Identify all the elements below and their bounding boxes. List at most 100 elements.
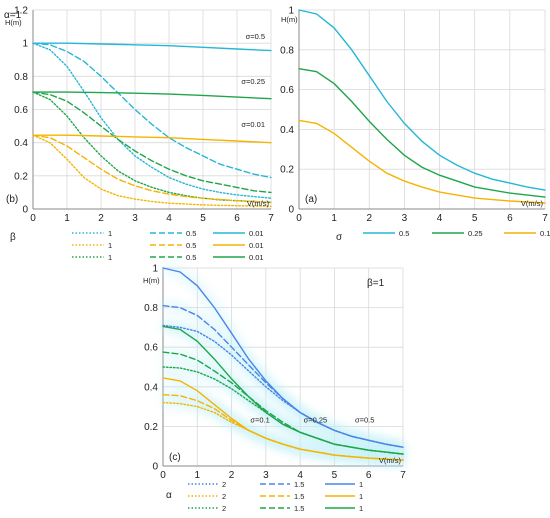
legend-entry-label: 0.1 [540, 229, 550, 238]
series-line-solid [298, 9, 546, 191]
panel-label: (c) [169, 452, 181, 463]
y-tick-label: 1 [152, 264, 158, 275]
x-tick-label: 7 [400, 470, 406, 481]
legend-entry-label: 0.25 [468, 229, 483, 238]
y-tick-label: 0.8 [144, 303, 158, 314]
y-tick-label: 0.6 [280, 85, 294, 96]
y-tick-label: 1 [22, 39, 28, 50]
y-tick-label: 0.2 [144, 422, 158, 433]
y-tick-label: 0.2 [14, 171, 28, 182]
panel-label: (a) [305, 194, 317, 205]
legend-entry-label: 0.5 [186, 229, 196, 238]
series-line-dashed [32, 134, 272, 204]
y-tick-label: 0.6 [144, 343, 158, 354]
legend-entry-label: 0.01 [249, 229, 264, 238]
panel-label: (b) [6, 194, 18, 205]
series-line-dashed [162, 351, 404, 455]
annotation-label: σ=0.5 [355, 415, 374, 424]
x-tick-label: 6 [507, 213, 513, 224]
annotation-label: σ=0.01 [241, 120, 265, 129]
y-axis-label: H(m) [5, 18, 22, 27]
y-tick-label: 0.2 [280, 165, 294, 176]
series-line-dotted [32, 42, 272, 199]
legend-entry-label: 1 [359, 504, 363, 513]
y-tick-label: 1.2 [14, 6, 28, 17]
series-line-dashed [32, 42, 272, 179]
chart-panel-a: 0 0.2 0.4 0.6 0.8 1 0 1 2 3 4 5 6 7 V(m/s) H(m) (a) σ 0.5 0… [280, 6, 550, 244]
chart-panel-c: 0 0.2 0.4 0.6 0.8 1 0 1 2 3 4 5 6 7 V(m/s) H(m) β=1 (c) σ=… [143, 264, 406, 514]
legend-title: α [166, 490, 172, 501]
annotation-label: σ=0.25 [304, 415, 328, 424]
x-tick-label: 1 [64, 213, 70, 224]
x-tick-label: 6 [234, 213, 240, 224]
series-line-dashed [32, 91, 272, 194]
y-tick-label: 1 [288, 6, 294, 17]
legend-entry-label: 1.5 [294, 480, 304, 489]
x-tick-label: 1 [195, 470, 201, 481]
legend-entry-label: 0.01 [249, 253, 264, 262]
x-tick-label: 3 [402, 213, 408, 224]
chart-title: α=1 [4, 10, 22, 21]
x-tick-label: 5 [332, 470, 338, 481]
x-tick-label: 4 [166, 213, 172, 224]
series-line-solid [32, 42, 272, 52]
series-line-solid [32, 91, 272, 100]
series-line-solid [32, 134, 272, 144]
legend-entry-label: 0.01 [249, 241, 264, 250]
legend-title: β [10, 232, 16, 243]
x-tick-label: 5 [200, 213, 206, 224]
x-tick-label: 4 [437, 213, 443, 224]
legend-entry-label: 2 [222, 504, 226, 513]
x-tick-label: 6 [366, 470, 372, 481]
series-line-dotted [32, 134, 272, 207]
x-tick-label: 4 [297, 470, 303, 481]
y-axis-label: H(m) [143, 276, 160, 285]
y-tick-label: 0.4 [280, 125, 294, 136]
y-tick-label: 0.4 [14, 138, 28, 149]
y-tick-label: 0.8 [280, 45, 294, 56]
legend-entry-label: 1.5 [294, 492, 304, 501]
legend-entry-label: 1 [108, 229, 112, 238]
x-tick-label: 7 [542, 213, 548, 224]
legend-entry-label: 0.5 [186, 253, 196, 262]
legend-entry-label: 1 [108, 241, 112, 250]
x-axis-label: V(m/s) [379, 456, 402, 465]
x-tick-label: 3 [263, 470, 269, 481]
y-tick-label: 0.4 [144, 382, 158, 393]
y-axis-label: H(m) [281, 15, 298, 24]
x-tick-label: 2 [367, 213, 373, 224]
annotation-label: σ=0.5 [246, 32, 265, 41]
y-tick-label: 0.6 [14, 105, 28, 116]
x-tick-label: 3 [132, 213, 138, 224]
legend-title: σ [336, 232, 343, 243]
x-axis-label: V(m/s) [247, 199, 270, 208]
x-tick-label: 1 [331, 213, 337, 224]
legend-entry-label: 1 [108, 253, 112, 262]
x-tick-label: 0 [296, 213, 302, 224]
series-line-solid [298, 119, 546, 204]
y-tick-label: 0.8 [14, 72, 28, 83]
series-line-dotted [162, 324, 404, 448]
x-tick-label: 0 [30, 213, 36, 224]
x-tick-label: 2 [98, 213, 104, 224]
legend-entry-label: 1 [359, 492, 363, 501]
x-tick-label: 0 [160, 470, 166, 481]
legend-entry-label: 2 [222, 480, 226, 489]
series-line-dotted [162, 401, 404, 461]
legend-entry-label: 1 [359, 480, 363, 489]
legend-entry-label: 0.5 [399, 229, 409, 238]
y-tick-label: 0 [22, 205, 28, 216]
chart-panel-b: 00.20.40.60.811.20 1 2 3 4 5 6 7V(m/s)H(m)α=1(b… [4, 6, 274, 263]
y-tick-label: 0 [152, 462, 158, 473]
legend-entry-label: 2 [222, 492, 226, 501]
x-tick-label: 5 [472, 213, 478, 224]
annotation-label: σ=0.25 [241, 77, 265, 86]
series-line-solid [298, 68, 546, 198]
x-axis-label: V(m/s) [521, 199, 544, 208]
y-tick-label: 0 [288, 205, 294, 216]
chart-title: β=1 [367, 278, 385, 289]
x-tick-label: 7 [268, 213, 274, 224]
legend-entry-label: 0.5 [186, 241, 196, 250]
annotation-label: σ=0.1 [250, 415, 269, 424]
